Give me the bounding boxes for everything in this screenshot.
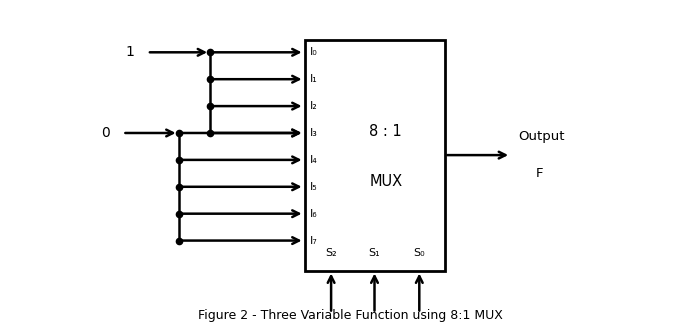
Text: Output: Output [518, 130, 564, 144]
Text: S₀: S₀ [414, 248, 425, 258]
Text: I₆: I₆ [310, 209, 318, 219]
Text: I₇: I₇ [310, 236, 318, 246]
Text: 1: 1 [125, 45, 134, 59]
Text: 8 : 1: 8 : 1 [370, 124, 402, 140]
Text: F: F [536, 167, 543, 180]
Text: I₀: I₀ [310, 47, 318, 57]
Text: I₂: I₂ [310, 101, 318, 111]
Text: S₂: S₂ [326, 248, 337, 258]
Text: I₄: I₄ [310, 155, 318, 165]
Bar [304, 40, 444, 271]
Text: S₁: S₁ [369, 248, 380, 258]
Text: I₃: I₃ [310, 128, 318, 138]
Text: 0: 0 [101, 126, 109, 140]
Text: MUX: MUX [369, 174, 402, 189]
Text: I₁: I₁ [310, 74, 318, 84]
Text: I₅: I₅ [310, 182, 318, 192]
Text: Figure 2 - Three Variable Function using 8:1 MUX: Figure 2 - Three Variable Function using… [197, 309, 503, 322]
